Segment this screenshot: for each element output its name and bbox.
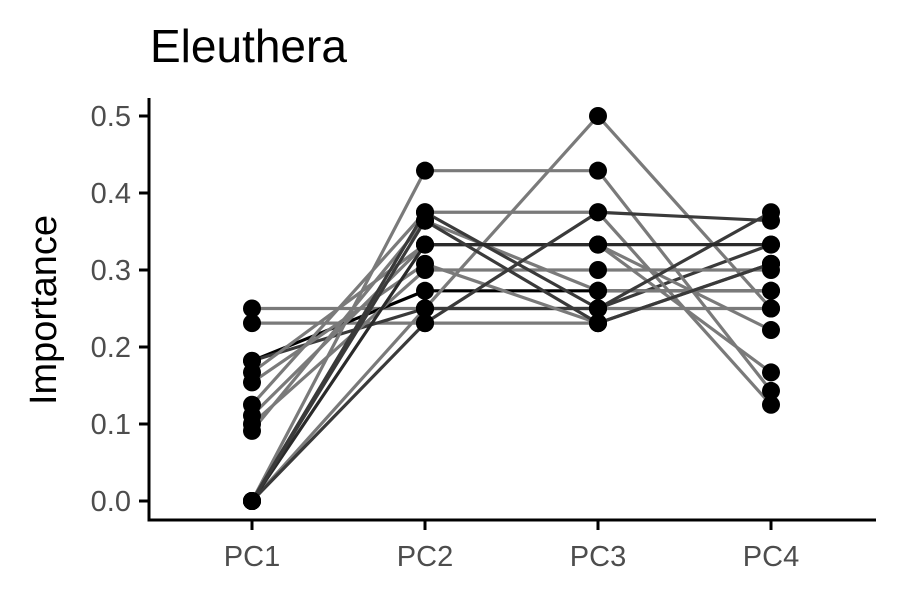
series-line-16 <box>250 219 773 503</box>
y-axis-label: Importance <box>23 215 65 405</box>
x-tick-label-pc3: PC3 <box>570 541 626 573</box>
data-point-s5-pc4 <box>762 363 780 382</box>
y-tick-label: 0.1 <box>91 409 131 441</box>
y-ticks: 0.0 0.1 0.2 0.3 0.4 0.5 <box>91 101 149 518</box>
points-layer <box>243 107 780 510</box>
series-line-12 <box>250 114 773 503</box>
data-point-s15-pc4 <box>762 211 780 230</box>
data-point-s10-pc3 <box>589 281 607 300</box>
chart-title: Eleuthera <box>150 20 347 72</box>
series-line-9 <box>250 268 773 426</box>
data-point-s16-pc3 <box>589 314 607 333</box>
data-point-s1-pc1 <box>243 299 261 318</box>
data-point-s9-pc2 <box>416 261 434 279</box>
x-ticks: PC1 PC2 PC3 PC4 <box>224 520 799 573</box>
data-point-s11-pc4 <box>762 381 780 400</box>
data-point-s10-pc4 <box>762 281 780 300</box>
data-point-s11-pc3 <box>589 161 607 180</box>
series-line-15 <box>250 210 773 503</box>
data-point-s15-pc3 <box>589 203 607 222</box>
data-point-s12-pc2 <box>416 299 434 318</box>
data-point-s6-pc1 <box>243 373 261 392</box>
y-tick-label: 0.4 <box>91 178 131 210</box>
data-point-s11-pc2 <box>416 161 434 180</box>
x-tick-label-pc1: PC1 <box>224 541 280 573</box>
x-tick-label-pc4: PC4 <box>743 541 799 573</box>
axes <box>147 98 876 522</box>
data-point-s9-pc3 <box>589 261 607 279</box>
data-point-s3-pc2 <box>416 281 434 300</box>
y-tick-label: 0.3 <box>91 255 131 287</box>
y-tick-label: 0.0 <box>91 486 131 518</box>
data-point-s13-pc3 <box>589 299 607 318</box>
data-point-s15-pc2 <box>416 314 434 333</box>
data-point-s8-pc4 <box>762 321 780 340</box>
data-point-s12-pc3 <box>589 107 607 125</box>
series-line-14 <box>250 242 773 503</box>
data-point-s7-pc4 <box>762 395 780 414</box>
y-tick-label: 0.2 <box>91 332 131 364</box>
data-point-s2-pc1 <box>243 314 261 333</box>
data-point-s10-pc1 <box>243 421 261 440</box>
y-tick-label: 0.5 <box>91 101 131 133</box>
data-point-s14-pc2 <box>416 235 434 254</box>
data-point-s16-pc1 <box>243 492 261 510</box>
data-point-s16-pc2 <box>416 211 434 230</box>
series-line-11 <box>250 169 773 503</box>
data-point-s16-pc4 <box>762 254 780 273</box>
series-line-13 <box>250 210 773 503</box>
series-layer <box>250 114 773 503</box>
data-point-s12-pc4 <box>762 299 780 318</box>
data-point-s14-pc3 <box>589 235 607 254</box>
series-line-10 <box>250 219 773 433</box>
data-point-s14-pc4 <box>762 235 780 254</box>
x-tick-label-pc2: PC2 <box>397 541 453 573</box>
